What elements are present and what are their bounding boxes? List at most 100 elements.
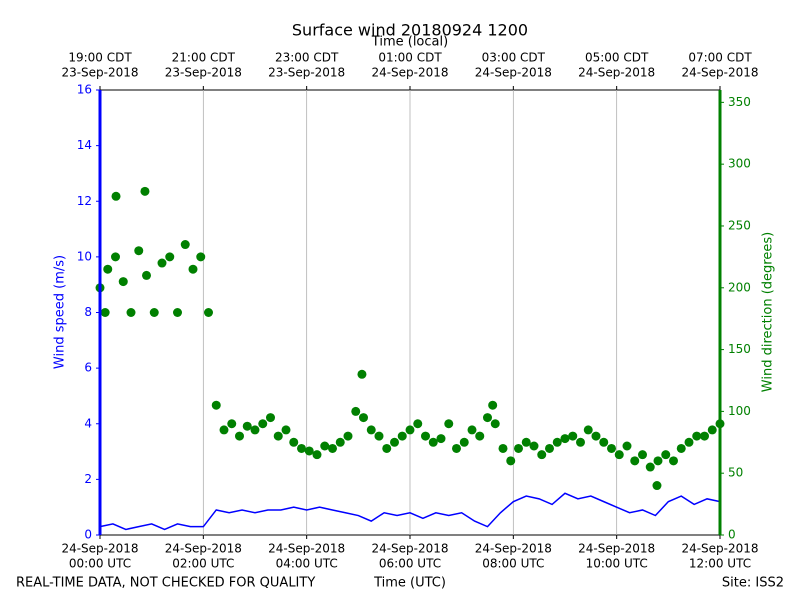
direction-point [498,443,508,453]
direction-point [335,437,345,447]
y2-tick-label: 300 [728,157,751,171]
direction-point [343,431,353,441]
top-tick-label: 21:00 CDT [172,51,236,65]
direction-point [273,431,283,441]
direction-point [227,419,237,429]
direction-point [281,425,291,435]
direction-point [490,419,500,429]
direction-point [560,434,570,444]
direction-point [165,252,175,262]
x-tick-label: 24-Sep-2018 [165,542,242,556]
y2-tick-label: 50 [728,466,743,480]
direction-point [250,425,260,435]
direction-point [661,450,671,460]
direction-point [669,456,678,466]
x-tick-label: 24-Sep-2018 [61,542,138,556]
x-tick-label: 12:00 UTC [689,557,751,571]
direction-point [188,264,198,274]
direction-point [312,450,322,460]
direction-point [173,308,182,317]
direction-point [459,437,469,447]
direction-point [428,437,438,447]
direction-point [413,419,423,429]
y-tick-label: 2 [84,472,92,486]
direction-point [134,246,144,256]
y2-tick-label: 250 [728,218,751,232]
x-tick-label: 02:00 UTC [172,557,234,571]
top-tick-label: 23-Sep-2018 [61,66,138,80]
y-axis-label: Wind speed (m/s) [53,255,68,369]
direction-point [204,308,213,317]
x-tick-label: 06:00 UTC [379,557,441,571]
y-tick-label: 12 [77,194,92,208]
direction-point [219,425,229,435]
direction-point [521,437,531,447]
y-tick-label: 14 [77,138,92,152]
top-tick-label: 23:00 CDT [275,51,339,65]
top-tick-label: 23-Sep-2018 [165,66,242,80]
y2-tick-label: 150 [728,342,751,356]
direction-point [297,443,306,453]
x-tick-label: 10:00 UTC [586,557,648,571]
direction-point [436,434,446,444]
direction-point [653,456,663,466]
y2-tick-label: 100 [728,404,751,418]
chart-title: Surface wind 20180924 1200 [292,21,528,40]
direction-point [149,308,159,317]
direction-point [180,240,190,250]
y-tick-label: 6 [84,361,92,375]
y-tick-label: 16 [77,83,92,97]
direction-point [684,437,694,447]
direction-point [552,437,562,447]
direction-point [235,431,244,441]
direction-point [421,431,430,441]
direction-point [211,400,221,410]
top-tick-label: 19:00 CDT [68,51,132,65]
top-tick-label: 01:00 CDT [378,51,442,65]
x-tick-label: 24-Sep-2018 [578,542,655,556]
direction-point [103,264,113,274]
direction-point [475,431,485,441]
direction-point [320,441,330,451]
speed-line [99,492,721,531]
y2-tick-label: 200 [728,280,751,294]
direction-point [514,443,523,453]
direction-point [483,413,492,423]
y2-tick-label: 350 [728,95,751,109]
direction-point [126,308,136,317]
direction-point [258,419,268,429]
direction-point [357,369,367,379]
direction-point [142,270,151,280]
x-axis-label: Time (UTC) [373,576,446,591]
footer-left: REAL-TIME DATA, NOT CHECKED FOR QUALITY [16,576,315,591]
top-tick-label: 03:00 CDT [482,51,546,65]
direction-point [111,252,120,262]
direction-point [374,431,384,441]
x-tick-label: 24-Sep-2018 [475,542,552,556]
top-tick-label: 24-Sep-2018 [578,66,655,80]
footer-right: Site: ISS2 [722,576,784,591]
direction-point [707,425,717,435]
direction-point [266,413,275,423]
direction-point [638,450,647,460]
direction-point [599,437,609,447]
x-tick-label: 04:00 UTC [276,557,338,571]
x-tick-label: 24-Sep-2018 [681,542,758,556]
direction-point [568,431,578,441]
direction-point [390,437,399,447]
direction-point [692,431,702,441]
direction-point [157,258,167,268]
direction-point [676,443,686,453]
direction-point [591,431,601,441]
x-tick-label: 24-Sep-2018 [371,542,448,556]
direction-point [652,481,662,491]
y-tick-label: 8 [84,305,92,319]
direction-point [452,443,461,453]
direction-point [614,450,624,460]
top-axis-label: Time (local) [371,35,448,50]
y2-tick-label: 0 [728,528,736,542]
direction-point [242,421,252,431]
direction-point [405,425,415,435]
